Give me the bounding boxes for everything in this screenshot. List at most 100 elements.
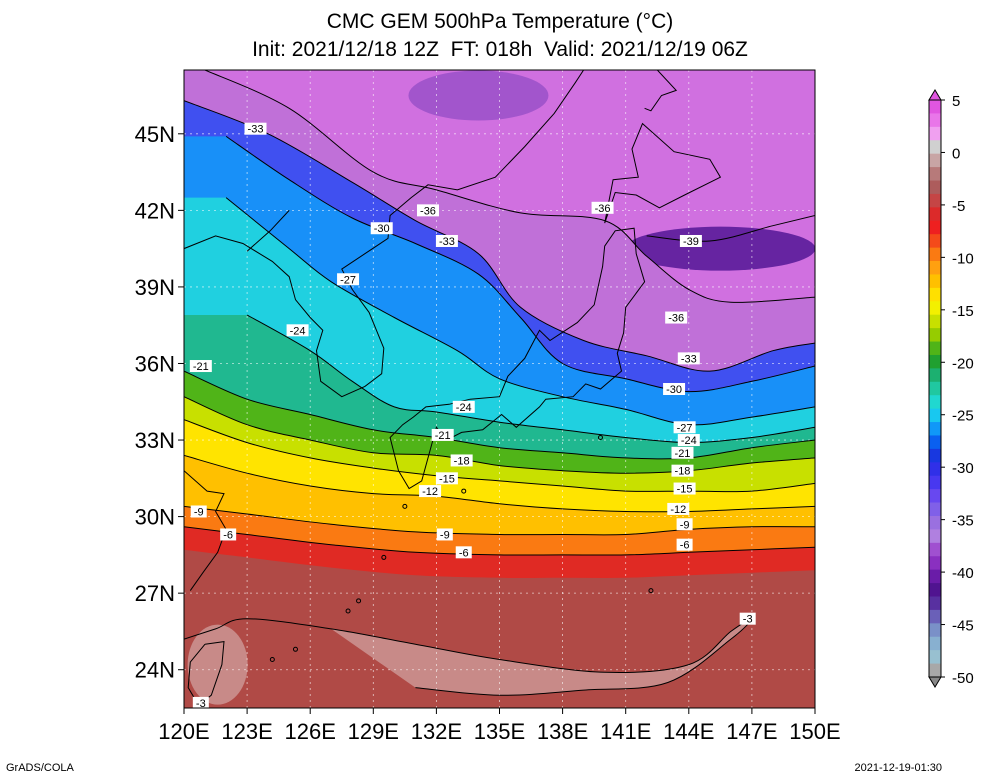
grid-lines	[184, 70, 815, 708]
island-3	[269, 657, 275, 663]
colorbar-swatch	[929, 314, 941, 329]
coastline-2	[389, 227, 646, 490]
contour-label-box	[676, 538, 693, 551]
contour-label-text: -33	[248, 124, 264, 136]
isotherm-33	[184, 100, 815, 372]
colorbar-swatch	[929, 569, 941, 584]
contour-label: -27	[337, 273, 360, 286]
coastline-4	[644, 70, 678, 112]
contour-label-text: -27	[340, 274, 356, 286]
contour-label: -21	[671, 446, 694, 460]
isotherm-24	[246, 314, 815, 444]
contour-label-text: -24	[681, 435, 697, 447]
y-tick-label: 36N	[135, 351, 175, 376]
colorbar-swatch	[929, 636, 941, 651]
island-9	[461, 488, 467, 494]
contour-label-text: -18	[454, 455, 470, 467]
contour-label-text: -6	[459, 547, 469, 559]
contour-label-box	[337, 273, 360, 286]
contour-label-box	[450, 454, 473, 467]
colorbar-label: -20	[952, 355, 974, 372]
isotherm-15	[184, 419, 815, 493]
contour-label-box	[220, 528, 237, 541]
contour-label: -6	[676, 538, 693, 552]
contour-label-box	[189, 360, 212, 373]
contour-label: -18	[450, 454, 473, 467]
contour-label-box	[435, 472, 458, 485]
contour-label-box	[663, 383, 686, 395]
isotherm-3	[184, 618, 753, 696]
colorbar-swatch	[929, 126, 941, 141]
plot-area: -3-3-6-6-6-9-9-9-12-12-15-15-18-18-21-21…	[184, 70, 815, 708]
contour-label: -6	[220, 528, 237, 541]
colorbar-swatch	[929, 542, 941, 557]
contour-label-box	[244, 122, 267, 135]
contour-label-text: -36	[668, 313, 684, 325]
y-tick-label: 24N	[135, 658, 175, 683]
x-tick-label: 135E	[474, 719, 525, 744]
y-tick-label: 27N	[135, 581, 175, 606]
contour-label: -21	[189, 360, 212, 373]
island-4	[292, 646, 298, 652]
colorbar-swatch	[929, 596, 941, 611]
colorbar-swatch	[929, 462, 941, 477]
contour-label-text: -3	[743, 614, 753, 626]
contour-label: -12	[667, 502, 690, 516]
contour-label: -30	[370, 222, 393, 235]
island-1	[345, 608, 351, 614]
colorbar-swatch	[929, 140, 941, 155]
contour-label-box	[370, 222, 393, 235]
contour-label-box	[591, 201, 614, 214]
colorbar-swatch	[929, 529, 941, 544]
contour-label-text: -9	[440, 529, 450, 541]
x-tick-label: 144E	[663, 719, 714, 744]
contour-label-text: -9	[194, 506, 204, 518]
colorbar-swatch	[929, 556, 941, 571]
colorbar-swatch	[929, 207, 941, 222]
contour-label: -15	[435, 472, 458, 485]
contour-label-text: -30	[666, 384, 682, 396]
colorbar-label: -15	[952, 303, 974, 320]
colorbar-label: -40	[952, 565, 974, 582]
contour-label-box	[436, 528, 453, 541]
contour-label-text: -36	[595, 203, 611, 215]
contour-label: -36	[665, 311, 688, 325]
colorbar-swatch	[929, 354, 941, 369]
colorbar-label: 5	[952, 93, 960, 110]
contour-label: -27	[673, 421, 696, 434]
colorbar-swatch	[929, 381, 941, 396]
contour-label-text: -18	[675, 466, 691, 478]
contour-label: -24	[452, 400, 475, 414]
x-tick-label: 141E	[600, 719, 651, 744]
island-5	[381, 554, 387, 560]
colorbar-swatch	[929, 368, 941, 383]
contour-label: -6	[455, 546, 472, 559]
contour-label-text: -33	[439, 236, 455, 248]
colorbar-label: -5	[952, 198, 965, 215]
colorbar-swatch	[929, 475, 941, 490]
isotherm-39	[646, 215, 815, 242]
colorbar-swatch	[929, 650, 941, 664]
colorbar-swatch	[929, 609, 941, 624]
colorbar-top-arrow	[928, 89, 942, 101]
island-2	[356, 598, 362, 604]
contour-label-box	[455, 546, 472, 559]
contour-label: -15	[673, 482, 696, 496]
colorbar-swatch	[929, 408, 941, 423]
contour-label-text: -21	[435, 430, 451, 442]
contour-label: -21	[431, 428, 454, 442]
isotherm-30	[225, 135, 815, 393]
axes: 24N 27N 30N 33N 36N 39N 42N 45N 120E 123E 126E 129E…	[135, 122, 841, 744]
contour-label-text: -15	[439, 473, 455, 485]
contour-label-box	[679, 234, 702, 247]
contour-label-text: -39	[683, 236, 699, 248]
contour-label-text: -33	[681, 353, 697, 365]
colorbar-swatch	[929, 193, 941, 208]
x-tick-label: 138E	[537, 719, 588, 744]
colorbar-label: -45	[952, 618, 974, 635]
island-7	[597, 434, 603, 440]
coastline-3	[604, 122, 722, 224]
fill-band-coldest	[625, 226, 815, 271]
contour-label: -30	[663, 383, 686, 396]
contour-label-box	[665, 311, 688, 324]
